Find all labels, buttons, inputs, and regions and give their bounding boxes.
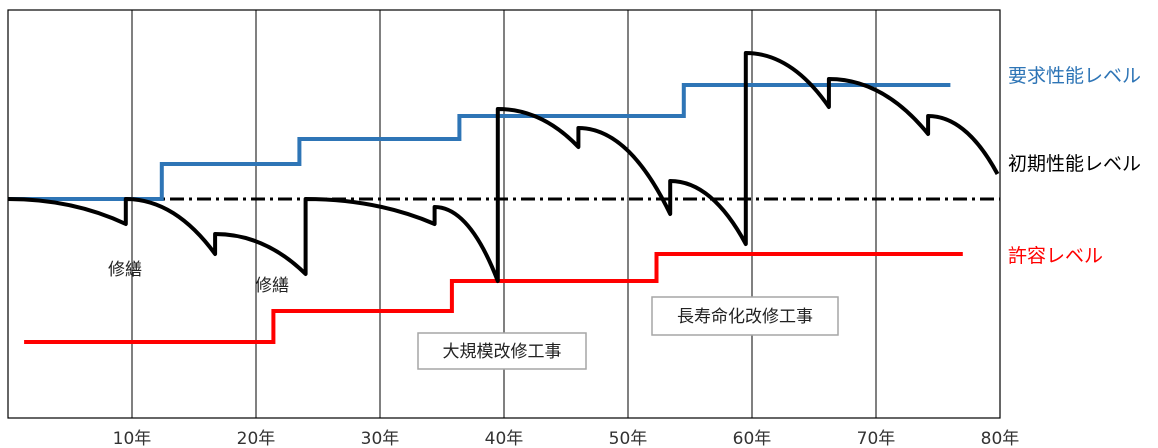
x-tick-label: 50年	[609, 429, 648, 448]
repair-annotation-label: 修繕	[255, 276, 289, 296]
repair-annotation-label: 修繕	[108, 260, 142, 280]
annotation-label: 大規模改修工事	[443, 342, 562, 362]
legend-label: 初期性能レベル	[1008, 153, 1141, 175]
tick-label-layer: 10年 20年 30年 40年 50年 60年 70年 80年	[113, 429, 1020, 448]
x-tick-label: 20年	[237, 429, 276, 448]
x-tick-label: 80年	[981, 429, 1020, 448]
actual-performance-sawtooth-line	[7, 51, 1000, 283]
allowable-level-line	[24, 252, 963, 344]
x-tick-label: 60年	[733, 429, 772, 448]
x-tick-label: 30年	[361, 429, 400, 448]
required-performance-line	[8, 83, 951, 201]
x-tick-label: 10年	[113, 429, 152, 448]
series-layer	[7, 51, 1000, 344]
x-tick-label: 70年	[857, 429, 896, 448]
legend-label: 要求性能レベル	[1008, 65, 1141, 87]
annotation-label: 長寿命化改修工事	[677, 307, 813, 327]
annotation-box	[417, 332, 587, 370]
x-tick-label: 40年	[485, 429, 524, 448]
annotation-box	[651, 296, 839, 336]
legend-label: 許容レベル	[1008, 245, 1103, 267]
